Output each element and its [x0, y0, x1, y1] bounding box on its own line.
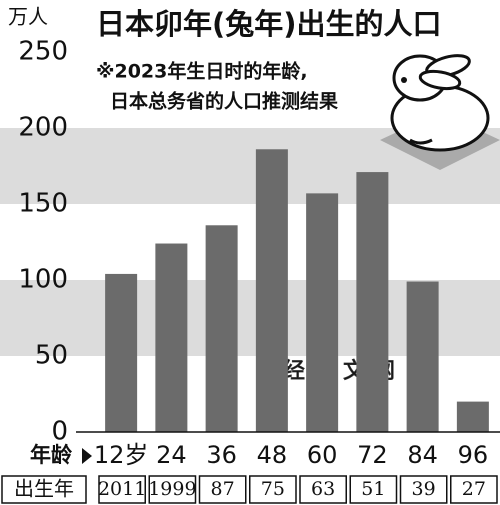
- year-box: [299, 475, 347, 504]
- year-box: [349, 475, 398, 504]
- birth-year: 87: [211, 478, 235, 500]
- x-tick-label: 48: [257, 441, 288, 469]
- year-box: [249, 475, 297, 504]
- x-tick-label: 96: [458, 441, 489, 469]
- year-box: [98, 475, 146, 504]
- birth-year: 27: [462, 478, 486, 500]
- bar: [306, 193, 339, 432]
- chart-title: 日本卯年(兔年)出生的人口: [96, 7, 442, 41]
- year-box: [450, 475, 498, 504]
- bar: [205, 225, 238, 432]
- rabbit-illustration: [380, 54, 500, 170]
- birth-year: 1999: [148, 478, 196, 500]
- bar: [255, 149, 288, 432]
- y-tick-label: 200: [18, 113, 68, 143]
- y-tick-label: 50: [35, 341, 68, 371]
- y-tick-label: 0: [51, 417, 68, 447]
- x-tick-label: 24: [156, 441, 187, 469]
- label-box: [1, 475, 87, 504]
- x-tick-label: 72: [357, 441, 388, 469]
- birth-year: 2011: [98, 478, 146, 500]
- bar: [105, 273, 138, 432]
- y-tick-label: 150: [18, 189, 68, 219]
- subtitle: 日本总务省的人口推测结果: [110, 90, 338, 113]
- birth-year: 75: [261, 478, 285, 500]
- year-box: [148, 475, 197, 504]
- subtitle: ※2023年生日时的年龄,: [96, 60, 308, 83]
- birth-year: 39: [412, 478, 436, 500]
- bar: [406, 281, 439, 432]
- y-tick-label: 250: [18, 37, 68, 67]
- birth-year: 63: [311, 478, 335, 500]
- x-tick-label: 60: [307, 441, 338, 469]
- x-tick-label: 36: [206, 441, 237, 469]
- x-tick-label: 12岁: [94, 441, 149, 469]
- bar: [356, 172, 389, 432]
- birth-year-label: 出生年: [14, 477, 74, 501]
- y-tick-label: 100: [18, 265, 68, 295]
- bar: [456, 401, 489, 432]
- year-box: [399, 475, 448, 504]
- bar: [155, 243, 188, 432]
- birth-year: 51: [361, 478, 385, 500]
- x-tick-label: 84: [407, 441, 438, 469]
- y-unit: 万人: [8, 5, 48, 29]
- year-box: [198, 475, 247, 504]
- categories-label: 年龄: [30, 443, 73, 467]
- arrow-icon: [82, 448, 92, 464]
